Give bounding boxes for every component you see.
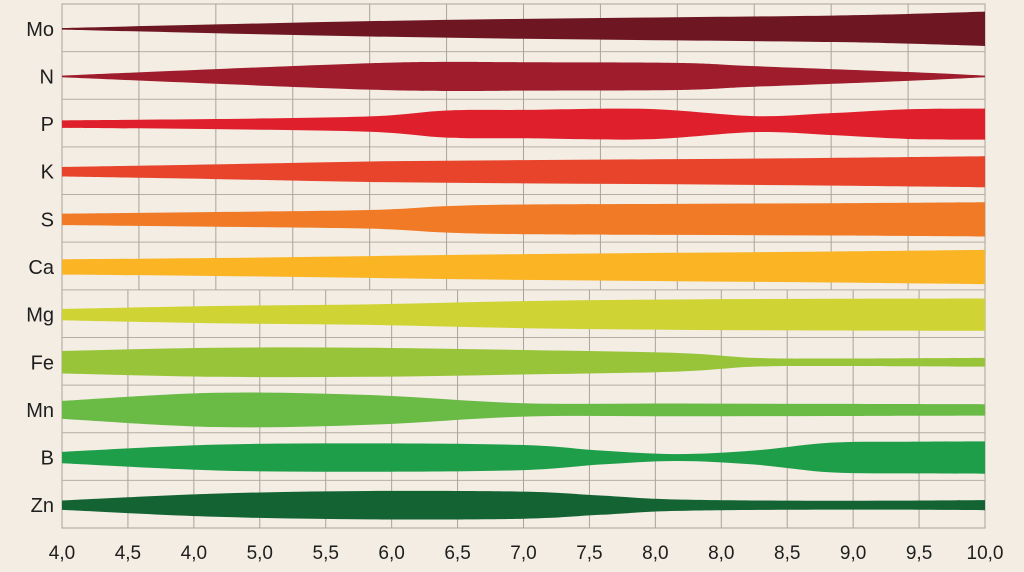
band-mn	[62, 392, 985, 428]
band-b	[62, 441, 985, 474]
row-label-mn: Mn	[26, 400, 54, 422]
x-tick-label: 7,5	[576, 543, 602, 564]
row-label-p: P	[41, 114, 54, 136]
x-tick-label: 6,5	[444, 543, 470, 564]
x-tick-label: 9,0	[840, 543, 866, 564]
x-axis-ticks: 4,0 4,5 4,0 5,0 5,5 6,0 6,5 7,0 7,5 8,0 8,0 8,5 9,0 9…	[49, 543, 1004, 564]
row-label-n: N	[40, 66, 54, 88]
x-tick-label: 8,0	[642, 543, 668, 564]
x-tick-label: 6,0	[378, 543, 404, 564]
band-s	[62, 202, 985, 237]
x-tick-label: 10,0	[967, 543, 1004, 564]
band-mo	[62, 11, 985, 46]
row-label-b: B	[41, 448, 54, 470]
band-ca	[62, 249, 985, 285]
x-tick-label: 8,0	[708, 543, 734, 564]
band-mg	[62, 298, 985, 331]
band-zn	[62, 490, 985, 520]
row-label-mo: Mo	[26, 19, 54, 41]
x-tick-label: 4,5	[115, 543, 141, 564]
x-tick-label: 8,5	[774, 543, 800, 564]
x-tick-label: 5,0	[247, 543, 273, 564]
x-tick-label: 5,5	[313, 543, 339, 564]
row-labels: Mo N P K S Ca Mg Fe Mn B Zn	[26, 19, 55, 517]
x-tick-label: 4,0	[49, 543, 75, 564]
row-label-k: K	[41, 162, 55, 184]
band-fe	[62, 347, 985, 378]
band-k	[62, 156, 985, 188]
row-label-zn: Zn	[31, 495, 54, 517]
nutrient-bands	[62, 11, 985, 520]
row-label-s: S	[41, 209, 54, 231]
band-p	[62, 108, 985, 140]
band-n	[62, 61, 985, 92]
x-tick-label: 9,5	[906, 543, 932, 564]
row-label-fe: Fe	[31, 352, 54, 374]
x-tick-label: 7,0	[510, 543, 536, 564]
row-label-ca: Ca	[28, 257, 54, 279]
row-label-mg: Mg	[26, 305, 54, 327]
x-tick-label: 4,0	[181, 543, 207, 564]
